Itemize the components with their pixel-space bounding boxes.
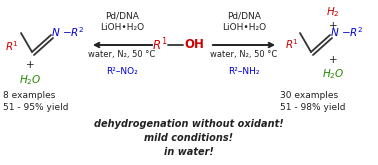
Text: $H_2$: $H_2$ bbox=[326, 5, 340, 19]
Text: LiOH•H₂O: LiOH•H₂O bbox=[222, 22, 266, 32]
Text: R²–NO₂: R²–NO₂ bbox=[106, 67, 138, 77]
Text: $-R^2$: $-R^2$ bbox=[62, 25, 85, 39]
Text: in water!: in water! bbox=[164, 147, 214, 157]
Text: $H_2O$: $H_2O$ bbox=[322, 67, 344, 81]
Text: $-R^2$: $-R^2$ bbox=[341, 25, 364, 39]
Text: dehydrogenation without oxidant!: dehydrogenation without oxidant! bbox=[94, 119, 284, 129]
Text: +: + bbox=[26, 60, 34, 70]
Text: Pd/DNA: Pd/DNA bbox=[227, 12, 261, 20]
Text: $H_2O$: $H_2O$ bbox=[19, 73, 41, 87]
Text: OH: OH bbox=[184, 38, 204, 51]
Text: Pd/DNA: Pd/DNA bbox=[105, 12, 139, 20]
Text: $R^1$: $R^1$ bbox=[5, 39, 19, 53]
Text: $N$: $N$ bbox=[330, 26, 339, 38]
Text: $R^1$: $R^1$ bbox=[285, 37, 299, 51]
Text: $N$: $N$ bbox=[51, 26, 60, 38]
Text: LiOH•H₂O: LiOH•H₂O bbox=[100, 22, 144, 32]
Text: 8 examples: 8 examples bbox=[3, 90, 55, 99]
Text: 51 - 98% yield: 51 - 98% yield bbox=[280, 102, 345, 112]
Text: +: + bbox=[329, 55, 337, 65]
Text: $R^1$: $R^1$ bbox=[152, 37, 168, 53]
Text: water, N₂, 50 °C: water, N₂, 50 °C bbox=[211, 50, 277, 60]
Text: water, N₂, 50 °C: water, N₂, 50 °C bbox=[88, 50, 156, 60]
Text: 30 examples: 30 examples bbox=[280, 90, 338, 99]
Text: mild conditions!: mild conditions! bbox=[144, 133, 234, 143]
Text: 51 - 95% yield: 51 - 95% yield bbox=[3, 102, 68, 112]
Text: +: + bbox=[329, 21, 337, 31]
Text: R²–NH₂: R²–NH₂ bbox=[228, 67, 260, 77]
